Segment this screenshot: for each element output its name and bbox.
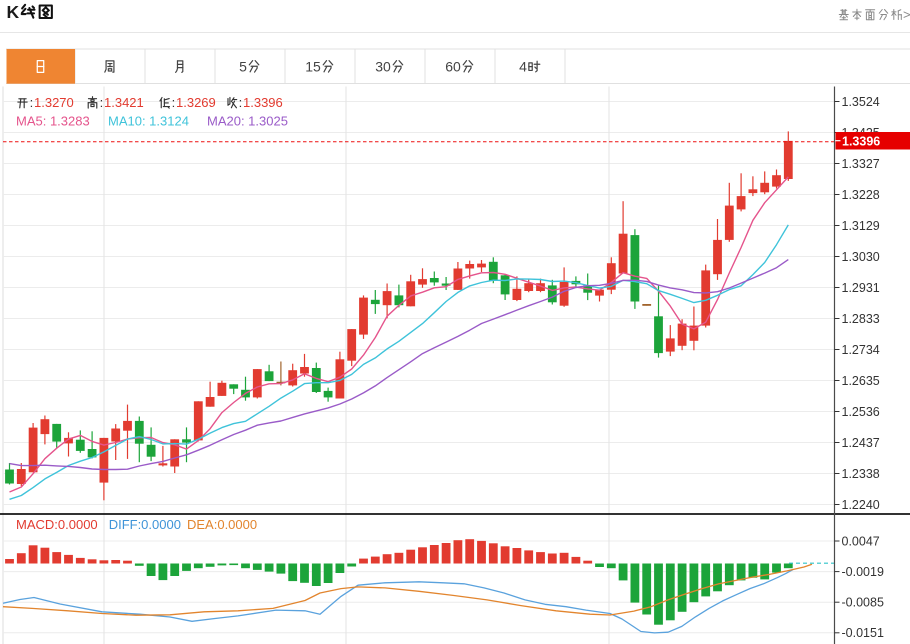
svg-text:15: 15 (305, 59, 321, 75)
svg-text:1.3269: 1.3269 (176, 95, 216, 110)
svg-text:MACD:0.0000: MACD:0.0000 (16, 517, 98, 532)
svg-text:1.2437: 1.2437 (842, 436, 880, 450)
svg-text:1.2536: 1.2536 (842, 405, 880, 419)
svg-text:1.2734: 1.2734 (842, 343, 880, 357)
svg-text:1.3396: 1.3396 (243, 95, 283, 110)
svg-text:1.2240: 1.2240 (842, 498, 880, 512)
svg-text:1.2833: 1.2833 (842, 312, 880, 326)
svg-text:1.2338: 1.2338 (842, 467, 880, 481)
svg-text:1.2931: 1.2931 (842, 281, 880, 295)
svg-text::: : (100, 95, 104, 110)
svg-text:MA10: 1.3124: MA10: 1.3124 (108, 114, 189, 129)
svg-text:1.3327: 1.3327 (842, 157, 880, 171)
svg-text:1.3030: 1.3030 (842, 250, 880, 264)
svg-text:0.0047: 0.0047 (842, 534, 880, 548)
svg-text:-0.0019: -0.0019 (842, 565, 884, 579)
svg-text:>: > (903, 7, 910, 22)
svg-text:-0.0151: -0.0151 (842, 626, 884, 640)
svg-text:DIFF:0.0000: DIFF:0.0000 (109, 517, 181, 532)
svg-text:-0.0085: -0.0085 (842, 596, 884, 610)
svg-text:1.3524: 1.3524 (842, 95, 880, 109)
svg-text::: : (30, 95, 34, 110)
svg-text:K: K (7, 2, 20, 22)
svg-text:1.2635: 1.2635 (842, 374, 880, 388)
svg-text:1.3270: 1.3270 (34, 95, 74, 110)
svg-text:5: 5 (239, 59, 247, 75)
svg-text:MA5: 1.3283: MA5: 1.3283 (16, 114, 90, 129)
svg-text:1.3228: 1.3228 (842, 188, 880, 202)
svg-text:60: 60 (445, 59, 461, 75)
svg-text:DEA:0.0000: DEA:0.0000 (187, 517, 257, 532)
svg-text::: : (239, 95, 243, 110)
svg-text:1.3421: 1.3421 (104, 95, 144, 110)
svg-text:30: 30 (375, 59, 391, 75)
svg-text:4: 4 (519, 59, 527, 75)
svg-text::: : (172, 95, 176, 110)
svg-text:1.3129: 1.3129 (842, 219, 880, 233)
svg-text:MA20: 1.3025: MA20: 1.3025 (207, 114, 288, 129)
svg-text:1.3396: 1.3396 (842, 134, 880, 148)
